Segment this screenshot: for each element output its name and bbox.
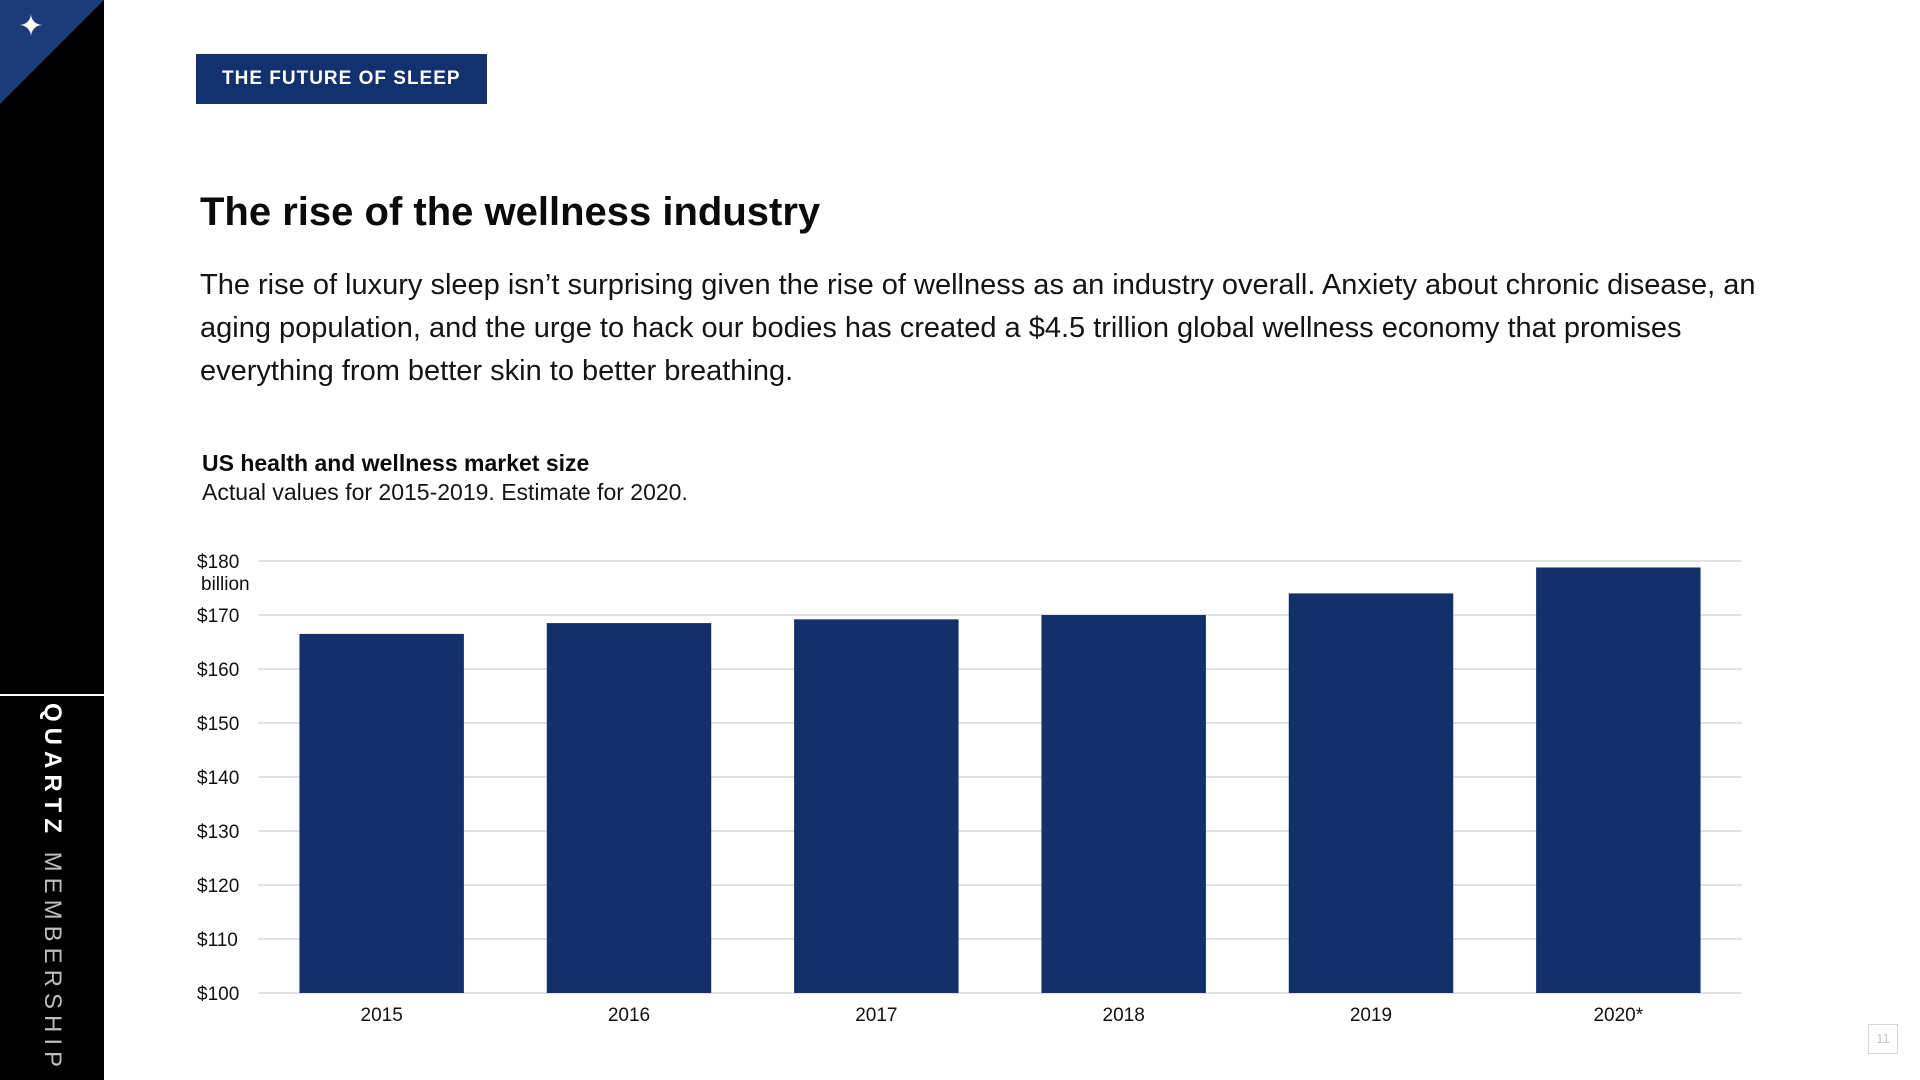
y-tick-label: $180	[197, 552, 239, 573]
sidebar-divider	[0, 694, 104, 696]
corner-accent	[0, 0, 104, 104]
x-tick-label: 2017	[855, 1005, 897, 1026]
bar	[546, 623, 712, 993]
bar	[1288, 593, 1454, 993]
bar	[794, 619, 959, 993]
y-unit-label: billion	[201, 574, 250, 595]
sidebar: ✦ QUARTZ MEMBERSHIP	[0, 0, 104, 1080]
y-tick-label: $120	[197, 876, 239, 897]
x-tick-label: 2015	[361, 1005, 403, 1026]
y-tick-label: $100	[197, 984, 239, 1005]
bar	[299, 633, 464, 993]
body-paragraph: The rise of luxury sleep isn’t surprisin…	[200, 269, 1756, 387]
bar	[1536, 567, 1701, 993]
x-tick-label: 2019	[1350, 1005, 1392, 1026]
chart-subtitle: Actual values for 2015-2019. Estimate fo…	[202, 479, 688, 505]
y-tick-label: $160	[197, 660, 239, 681]
sparkle-star-icon: ✦	[18, 9, 44, 44]
y-tick-label: $130	[197, 822, 239, 843]
y-tick-label: $140	[197, 768, 239, 789]
section-tag: THE FUTURE OF SLEEP	[196, 54, 487, 104]
x-tick-label: 2016	[608, 1005, 650, 1026]
bar	[1041, 615, 1206, 993]
y-tick-label: $110	[197, 930, 238, 951]
y-tick-label: $170	[197, 606, 239, 627]
page-title: The rise of the wellness industry	[200, 190, 821, 234]
x-tick-label: 2020*	[1593, 1005, 1643, 1026]
x-tick-label: 2018	[1103, 1005, 1145, 1026]
chart-title: US health and wellness market size	[202, 450, 590, 476]
y-tick-label: $150	[197, 714, 239, 735]
page-number: 11	[1868, 1024, 1898, 1054]
